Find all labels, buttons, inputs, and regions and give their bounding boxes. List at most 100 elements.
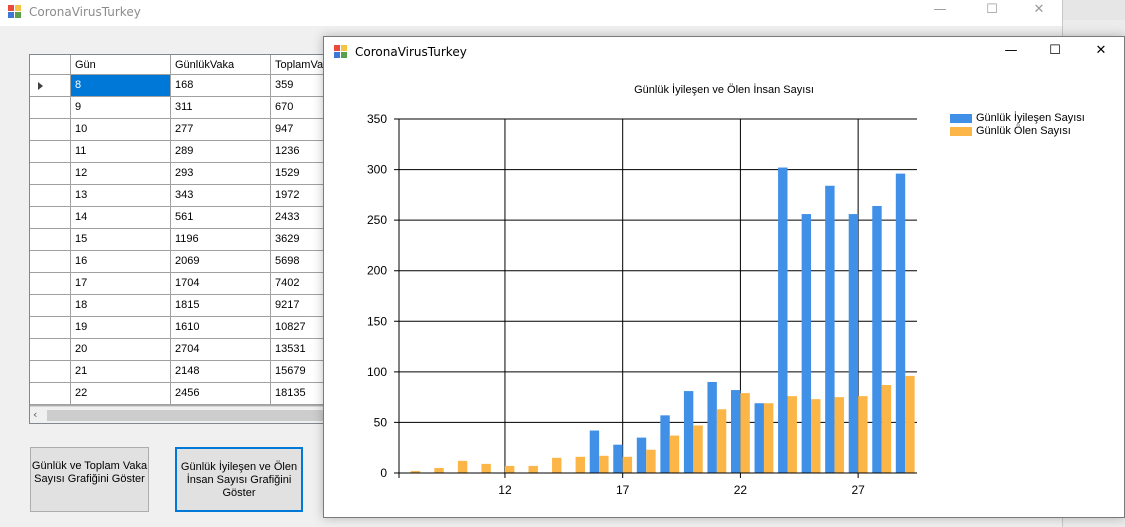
chart-close-button[interactable]: ✕ [1095, 43, 1107, 58]
table-cell[interactable]: 2069 [171, 251, 271, 273]
horizontal-scrollbar[interactable]: ‹ [30, 406, 328, 423]
main-titlebar: CoronaVirusTurkey — ☐ ✕ [0, 0, 1062, 26]
row-header-cell[interactable] [30, 119, 71, 141]
y-tick-label: 200 [367, 264, 387, 278]
table-cell[interactable]: 13 [71, 185, 171, 207]
bar-deaths [599, 455, 609, 473]
bar-deaths [434, 467, 444, 473]
column-header-toplam-vaka[interactable]: ToplamVa [271, 55, 328, 75]
table-cell[interactable]: 13531 [271, 339, 328, 361]
column-header-gunluk-vaka[interactable]: GünlükVaka [171, 55, 271, 75]
table-cell[interactable]: 8 [71, 75, 171, 97]
row-header-cell[interactable] [30, 163, 71, 185]
bar-recovered [683, 391, 694, 473]
current-row-arrow-icon [38, 82, 43, 90]
column-header-gun[interactable]: Gün [71, 55, 171, 75]
table-cell[interactable]: 2433 [271, 207, 328, 229]
table-cell[interactable]: 1972 [271, 185, 328, 207]
row-header-cell[interactable] [30, 383, 71, 405]
table-cell[interactable]: 2456 [171, 383, 271, 405]
bar-deaths [528, 465, 538, 473]
row-header-cell[interactable] [30, 339, 71, 361]
table-cell[interactable]: 2704 [171, 339, 271, 361]
scrollbar-thumb[interactable] [47, 410, 327, 421]
table-cell[interactable]: 1610 [171, 317, 271, 339]
row-header-cell[interactable] [30, 97, 71, 119]
table-cell[interactable]: 11 [71, 141, 171, 163]
table-cell[interactable]: 16 [71, 251, 171, 273]
data-grid[interactable]: Gün GünlükVaka ToplamVa 8 168 359 9 311 670 10… [29, 54, 329, 424]
table-cell[interactable]: 293 [171, 163, 271, 185]
table-cell[interactable]: 17 [71, 273, 171, 295]
bar-recovered [825, 185, 835, 474]
y-tick-label: 50 [374, 415, 388, 429]
table-cell[interactable]: 18135 [271, 383, 328, 405]
table-cell[interactable]: 21 [71, 361, 171, 383]
case-chart-button[interactable]: Günlük ve Toplam Vaka Sayısı Grafiğini G… [30, 447, 149, 512]
table-cell[interactable]: 10827 [271, 317, 328, 339]
table-cell[interactable]: 289 [171, 141, 271, 163]
legend-swatch-deaths [950, 127, 972, 136]
table-cell[interactable]: 15679 [271, 361, 328, 383]
table-cell[interactable]: 670 [271, 97, 328, 119]
row-header-cell[interactable] [30, 229, 71, 251]
app-icon [334, 45, 347, 58]
chart-minimize-button[interactable]: — [1004, 43, 1018, 58]
row-header-cell[interactable] [30, 251, 71, 273]
bar-deaths [504, 465, 515, 473]
row-header-cell[interactable] [30, 317, 71, 339]
maximize-button[interactable]: ☐ [986, 2, 998, 17]
table-cell[interactable]: 1815 [171, 295, 271, 317]
chart-titlebar: CoronaVirusTurkey — ☐ ✕ [324, 37, 1124, 67]
table-cell[interactable]: 9217 [271, 295, 328, 317]
row-header-cell[interactable] [30, 141, 71, 163]
table-cell[interactable]: 277 [171, 119, 271, 141]
bar-recovered [801, 214, 812, 473]
row-header-cell[interactable] [30, 207, 71, 229]
table-cell[interactable]: 5698 [271, 251, 328, 273]
table-cell[interactable]: 18 [71, 295, 171, 317]
table-cell[interactable]: 22 [71, 383, 171, 405]
row-header-cell[interactable] [30, 185, 71, 207]
minimize-button[interactable]: — [933, 2, 947, 17]
bar-recovered [660, 415, 670, 473]
table-cell[interactable]: 1529 [271, 163, 328, 185]
table-cell[interactable]: 20 [71, 339, 171, 361]
row-header-cell[interactable] [30, 295, 71, 317]
table-cell[interactable]: 3629 [271, 229, 328, 251]
legend-label-recovered: Günlük İyileşen Sayısı [976, 112, 1085, 124]
table-cell[interactable]: 12 [71, 163, 171, 185]
background-toolbar [1063, 0, 1125, 20]
table-cell[interactable]: 10 [71, 119, 171, 141]
table-cell[interactable]: 9 [71, 97, 171, 119]
table-cell[interactable]: 1196 [171, 229, 271, 251]
bar-recovered [754, 403, 764, 473]
recovered-deaths-chart-button[interactable]: Günlük İyileşen ve Ölen İnsan Sayısı Gra… [175, 447, 303, 512]
bar-deaths [552, 457, 562, 473]
close-button[interactable]: ✕ [1033, 2, 1045, 17]
table-cell[interactable]: 561 [171, 207, 271, 229]
table-cell[interactable]: 14 [71, 207, 171, 229]
bar-deaths [481, 463, 491, 473]
table-cell[interactable]: 2148 [171, 361, 271, 383]
row-header-cell[interactable] [30, 75, 71, 97]
row-header-cell[interactable] [30, 273, 71, 295]
table-cell[interactable]: 343 [171, 185, 271, 207]
table-cell[interactable]: 7402 [271, 273, 328, 295]
table-cell[interactable]: 19 [71, 317, 171, 339]
chart-window[interactable]: CoronaVirusTurkey — ☐ ✕ Günlük İyileşen … [323, 36, 1125, 518]
table-cell[interactable]: 947 [271, 119, 328, 141]
row-header-cell[interactable] [30, 361, 71, 383]
table-cell[interactable]: 1236 [271, 141, 328, 163]
chart-maximize-button[interactable]: ☐ [1049, 43, 1061, 58]
table-cell[interactable]: 311 [171, 97, 271, 119]
table-cell[interactable]: 359 [271, 75, 328, 97]
table-cell[interactable]: 168 [171, 75, 271, 97]
scroll-left-icon[interactable]: ‹ [33, 408, 38, 421]
grid-corner-cell[interactable] [30, 55, 71, 75]
table-cell[interactable]: 1704 [171, 273, 271, 295]
bar-deaths [457, 460, 468, 473]
table-cell[interactable]: 15 [71, 229, 171, 251]
bar-recovered [730, 390, 741, 473]
main-window-title: CoronaVirusTurkey [29, 5, 141, 19]
